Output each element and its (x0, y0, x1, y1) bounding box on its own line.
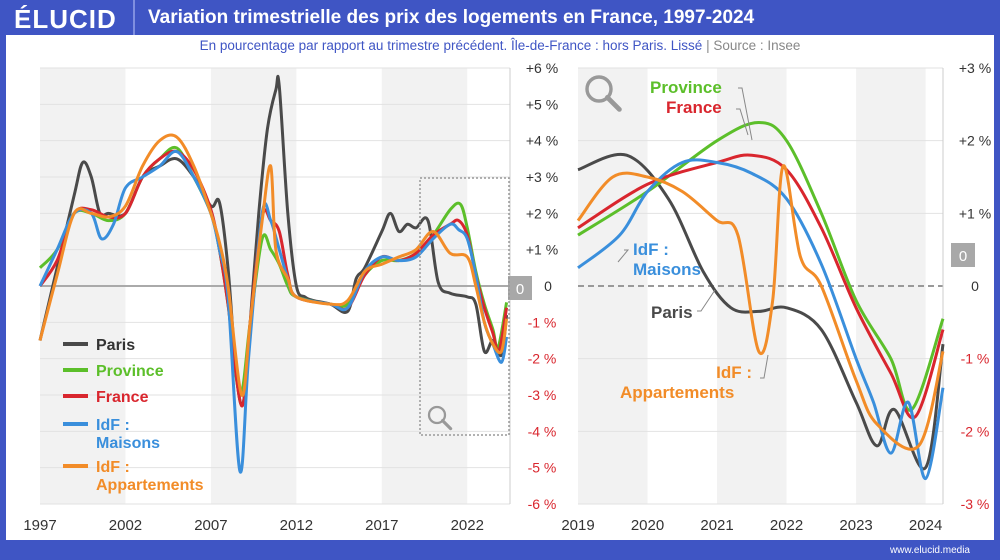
legend-label: Paris (96, 337, 135, 354)
y-tick-label: +3 % (959, 60, 991, 76)
legend-label: IdF : (96, 459, 130, 476)
x-tick-label: 2019 (561, 517, 594, 534)
magnifier-handle (441, 419, 453, 431)
x-tick-label: 2007 (194, 517, 227, 534)
x-tick-label: 2012 (280, 517, 313, 534)
series-line-idf-appartements (38, 133, 509, 397)
y-tick-label: -3 % (961, 496, 990, 512)
y-tick-label: -2 % (528, 351, 557, 367)
header-divider (133, 0, 135, 35)
y-tick-label: +2 % (526, 205, 558, 221)
series-line-idf-maisons (38, 149, 509, 474)
chart-card: En pourcentage par rapport au trimestre … (6, 35, 994, 540)
annotation-label: IdF : (716, 363, 752, 382)
y-tick-label: -3 % (528, 387, 557, 403)
legend-label: Province (96, 363, 164, 380)
annotation-leader (738, 87, 753, 141)
series-line-france (38, 149, 509, 408)
chart-title: Variation trimestrielle des prix des log… (148, 7, 755, 28)
zoom-region-box (419, 177, 510, 436)
annotation-label: France (666, 98, 722, 117)
zero-badge (951, 243, 975, 267)
x-tick-label: 2022 (451, 517, 484, 534)
y-tick-label: +1 % (526, 242, 558, 258)
y-tick-label: -4 % (528, 423, 557, 439)
legend-label: France (96, 389, 149, 406)
legend-label: Appartements (96, 477, 204, 494)
y-tick-label: -1 % (528, 314, 557, 330)
annotation-leader (760, 354, 769, 379)
logo: ÉLUCID (14, 4, 117, 34)
magnifier-icon (585, 75, 622, 112)
magnifier-lens (427, 405, 447, 425)
y-tick-label: -1 % (961, 351, 990, 367)
y-tick-label: -6 % (528, 496, 557, 512)
subtitle: En pourcentage par rapport au trimestre … (6, 38, 994, 53)
series-line-province (577, 121, 945, 412)
y-tick-label: +2 % (959, 133, 991, 149)
annotation-leader (617, 249, 630, 263)
y-tick-label: -2 % (961, 423, 990, 439)
y-tick-label: +5 % (526, 96, 558, 112)
x-tick-label: 2002 (109, 517, 142, 534)
y-tick-label: +6 % (526, 60, 558, 76)
series-line-france (577, 153, 945, 420)
magnifier-icon (427, 405, 453, 431)
footer-url[interactable]: www.elucid.media (889, 545, 970, 556)
source: Source : Insee (713, 38, 801, 53)
annotation-label: Province (650, 78, 722, 97)
y-tick-label: 0 (971, 278, 979, 294)
x-tick-label: 2017 (365, 517, 398, 534)
annotation-label: IdF : (633, 240, 669, 259)
annotation-leader (736, 108, 749, 136)
annotation-leader (697, 289, 716, 312)
magnifier-lens (585, 75, 613, 103)
x-tick-label: 2022 (770, 517, 803, 534)
magnifier-handle (605, 95, 622, 112)
subtitle-text: En pourcentage par rapport au trimestre … (199, 38, 703, 53)
y-tick-label: +4 % (526, 133, 558, 149)
series-line-idf-appartements (576, 164, 945, 451)
zero-badge-label: 0 (959, 248, 967, 265)
y-tick-label: 0 (544, 278, 552, 294)
zero-badge (508, 276, 532, 300)
annotation-label: Paris (651, 303, 693, 322)
legend-label: Maisons (96, 435, 160, 452)
legend-label: IdF : (96, 417, 130, 434)
y-tick-label: -5 % (528, 460, 557, 476)
annotation-label: Maisons (633, 260, 701, 279)
x-tick-label: 2020 (631, 517, 664, 534)
annotation-label: Appartements (620, 383, 734, 402)
y-tick-label: +3 % (526, 169, 558, 185)
series-line-paris (577, 152, 945, 471)
header: ÉLUCID Variation trimestrielle des prix … (0, 0, 1000, 35)
x-tick-label: 2023 (839, 517, 872, 534)
zero-badge-label: 0 (516, 281, 524, 298)
x-tick-label: 2021 (700, 517, 733, 534)
subtitle-separator: | (706, 38, 710, 53)
series-line-idf-maisons (577, 158, 945, 481)
x-tick-label: 2024 (909, 517, 942, 534)
x-tick-label: 1997 (23, 517, 56, 534)
y-tick-label: +1 % (959, 205, 991, 221)
